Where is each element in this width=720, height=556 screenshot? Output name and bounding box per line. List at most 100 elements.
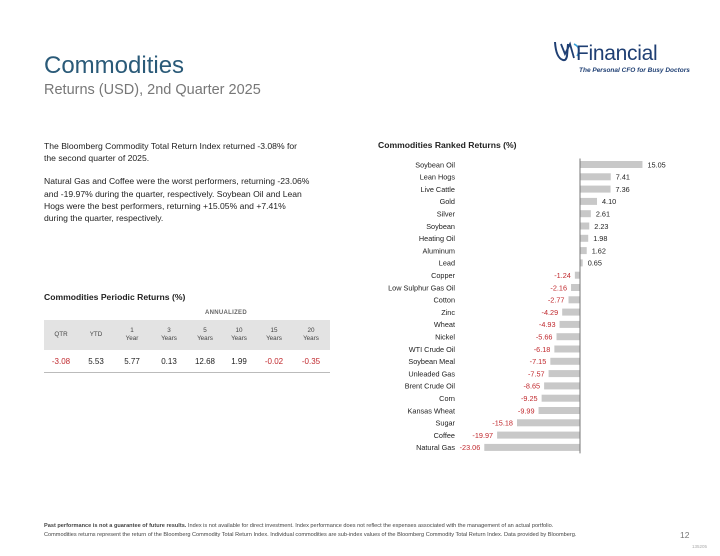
- table-value-cell: 0.13: [161, 357, 177, 366]
- table-header-cell: 15 Years: [256, 320, 292, 350]
- disclaimer-line-1: Past performance is not a guarantee of f…: [44, 523, 553, 529]
- category-label: Sugar: [436, 419, 456, 428]
- header-line-2: Years: [161, 335, 177, 342]
- chart-bar: [580, 173, 611, 181]
- category-label: Zinc: [441, 308, 455, 317]
- table-header-cell: 20 Years: [292, 320, 330, 350]
- data-label: 7.41: [616, 173, 630, 182]
- data-label: 2.23: [594, 222, 608, 231]
- category-label: WTI Crude Oil: [409, 345, 456, 354]
- category-label: Unleaded Gas: [408, 369, 455, 378]
- logo-mark-icon: [554, 41, 580, 62]
- chart-bar: [580, 197, 598, 205]
- description: The Bloomberg Commodity Total Return Ind…: [44, 140, 310, 235]
- category-label: Copper: [431, 271, 456, 280]
- category-label: Low Sulphur Gas Oil: [388, 283, 455, 292]
- disclaimer-line-2: Commodities returns represent the return…: [44, 532, 577, 538]
- data-label: -19.97: [472, 431, 493, 440]
- chart-bar: [550, 357, 580, 365]
- category-label: Lean Hogs: [420, 173, 456, 182]
- data-label: -5.66: [536, 333, 553, 342]
- header-line-2: Years: [266, 335, 282, 342]
- page-title: Commodities: [44, 52, 185, 79]
- header-line-1: 20: [307, 327, 315, 334]
- chart-bar: [517, 419, 580, 427]
- table-value-cell: -0.02: [264, 357, 284, 366]
- chart-bar: [580, 161, 643, 168]
- table-value-cell: 5.77: [124, 357, 140, 366]
- data-label: -7.15: [530, 357, 547, 366]
- category-label: Soybean: [426, 222, 455, 231]
- data-label: -8.65: [523, 382, 540, 391]
- data-label: -23.06: [460, 443, 481, 452]
- table-header-cell: YTD: [78, 320, 114, 350]
- table-value-cell: 5.53: [88, 357, 104, 366]
- data-label: 0.65: [588, 259, 602, 268]
- data-label: -2.16: [550, 283, 567, 292]
- chart-bar: [538, 407, 580, 414]
- category-label: Soybean Oil: [415, 160, 455, 169]
- table-header-cell: 1 Year: [114, 320, 150, 350]
- category-label: Live Cattle: [421, 185, 455, 194]
- chart-bar: [571, 284, 580, 291]
- data-label: -2.77: [548, 296, 565, 305]
- data-label: -15.18: [492, 419, 513, 428]
- category-label: Wheat: [434, 320, 455, 329]
- chart-bar: [580, 210, 591, 218]
- chart-bar: [556, 333, 580, 341]
- company-logo: Financial The Personal CFO for Busy Doct…: [552, 36, 692, 82]
- data-label: 15.05: [647, 160, 665, 169]
- table-header-cell: 3 Years: [150, 320, 188, 350]
- header-line-1: 5: [203, 327, 207, 334]
- table-divider: [44, 372, 330, 373]
- data-label: -4.29: [542, 308, 559, 317]
- header-line-1: QTR: [54, 331, 68, 338]
- table-value-cell: 12.68: [194, 357, 216, 366]
- document-code: 135205: [692, 544, 708, 549]
- header-line-1: 1: [130, 327, 134, 334]
- page-subtitle: Returns (USD), 2nd Quarter 2025: [44, 82, 261, 98]
- data-label: -7.57: [528, 369, 545, 378]
- chart-bar: [574, 271, 580, 279]
- header-line-2: Years: [197, 335, 213, 342]
- chart-bar: [548, 370, 580, 378]
- chart-bar: [580, 185, 611, 193]
- chart-bar: [580, 247, 587, 255]
- table-value-cell: -0.35: [301, 357, 321, 366]
- chart-bar: [541, 394, 580, 402]
- header-line-1: YTD: [89, 331, 103, 338]
- category-label: Corn: [439, 394, 455, 403]
- chart-bar: [544, 382, 580, 390]
- chart-bar: [554, 345, 580, 353]
- table-value-cell: 1.99: [231, 357, 247, 366]
- data-label: -9.25: [521, 394, 538, 403]
- category-label: Coffee: [434, 431, 455, 440]
- category-label: Lead: [439, 259, 455, 268]
- category-label: Cotton: [434, 296, 456, 305]
- category-label: Gold: [440, 197, 455, 206]
- page-number: 12: [680, 530, 690, 540]
- table-value-cell: -3.08: [51, 357, 71, 366]
- chart-bar: [568, 296, 580, 304]
- category-label: Aluminum: [423, 246, 455, 255]
- periodic-returns-title: Commodities Periodic Returns (%): [44, 292, 186, 302]
- chart-bar: [497, 431, 580, 439]
- data-label: -4.93: [539, 320, 556, 329]
- category-label: Natural Gas: [416, 443, 455, 452]
- category-label: Silver: [437, 210, 456, 219]
- data-label: -6.18: [534, 345, 551, 354]
- table-header-cell: 5 Years: [188, 320, 222, 350]
- disclaimer-rest: Index is not available for direct invest…: [186, 523, 554, 529]
- annualized-label: ANNUALIZED: [205, 310, 247, 316]
- table-header-cell: 10 Years: [222, 320, 256, 350]
- description-paragraph-2: Natural Gas and Coffee were the worst pe…: [44, 176, 310, 224]
- data-label: 7.36: [616, 185, 630, 194]
- table-header-cell: QTR: [44, 320, 78, 350]
- logo-tagline: The Personal CFO for Busy Doctors: [579, 67, 690, 74]
- chart-bar: [580, 234, 589, 242]
- data-label: 4.10: [602, 197, 616, 206]
- data-label: 2.61: [596, 210, 610, 219]
- header-line-1: 3: [167, 327, 171, 334]
- category-label: Kansas Wheat: [408, 406, 455, 415]
